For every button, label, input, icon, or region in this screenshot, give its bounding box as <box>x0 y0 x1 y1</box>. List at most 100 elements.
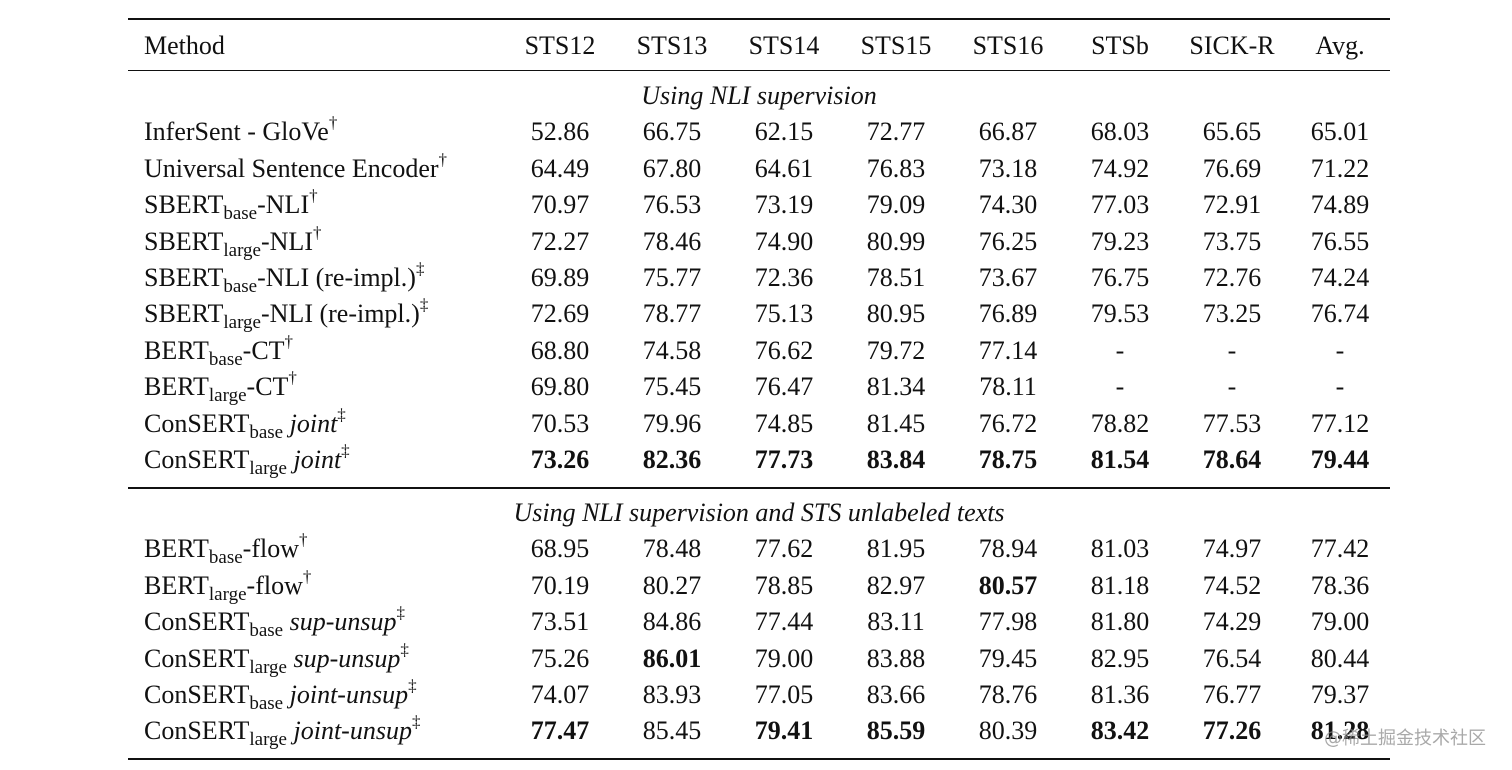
method-name: BERT <box>144 570 209 600</box>
score-cell: 76.47 <box>754 372 814 402</box>
column-header-sts12: STS12 <box>524 31 596 60</box>
score-cell: - <box>1227 335 1237 365</box>
score-cell: 77.62 <box>754 534 814 564</box>
score-cell: 80.95 <box>866 299 926 329</box>
model-size-subscript: base <box>249 421 284 443</box>
score-cell: 74.07 <box>530 680 590 709</box>
score-cell: 73.26 <box>530 445 590 474</box>
score-cell: 75.45 <box>642 372 702 402</box>
score-cell: 74.92 <box>1090 153 1150 183</box>
score-cell: 86.01 <box>642 643 702 673</box>
score-cell: 78.51 <box>866 263 926 292</box>
table-row: SBERTlarge-NLI (re-impl.)‡ 72.69 78.77 75.1… <box>128 296 1390 332</box>
score-cell: - <box>1335 335 1345 365</box>
column-header-sts15: STS15 <box>860 31 932 60</box>
method-name: SBERT <box>144 299 224 329</box>
method-name-cell: SBERTbase-NLI (re-impl.)‡ <box>144 260 424 296</box>
method-name-cell: ConSERTbase joint-unsup‡ <box>144 677 417 713</box>
score-cell: 68.03 <box>1090 117 1150 147</box>
method-name-cell: ConSERTlarge joint-unsup‡ <box>144 713 420 749</box>
score-cell: 76.55 <box>1310 226 1370 256</box>
score-cell: 76.83 <box>866 153 926 183</box>
method-suffix: -CT <box>242 335 285 365</box>
method-name-cell: ConSERTlarge joint‡ <box>144 442 350 478</box>
score-cell: 79.09 <box>866 190 926 220</box>
score-cell: 80.99 <box>866 226 926 256</box>
model-size-subscript: base <box>249 693 284 714</box>
table-row: InferSent - GloVe† 52.86 66.75 62.15 72.77 66… <box>128 114 1390 150</box>
score-cell: 80.44 <box>1310 643 1370 673</box>
score-cell: 78.77 <box>642 299 702 329</box>
score-cell: 72.27 <box>530 226 590 256</box>
score-cell: 79.37 <box>1310 680 1370 709</box>
score-cell: 73.25 <box>1202 299 1262 329</box>
citation-mark: † <box>312 222 322 242</box>
score-cell: 72.76 <box>1202 263 1262 292</box>
method-name-cell: SBERTlarge-NLI† <box>144 224 321 260</box>
score-cell: 78.75 <box>978 445 1038 474</box>
score-cell: 66.87 <box>978 117 1038 147</box>
model-size-subscript: large <box>208 385 247 407</box>
score-cell: 80.39 <box>978 716 1038 746</box>
score-cell: 81.34 <box>866 372 926 402</box>
method-name-cell: BERTbase-CT† <box>144 333 293 369</box>
score-cell: 65.65 <box>1202 117 1262 147</box>
column-header-method: Method <box>144 31 225 60</box>
score-cell: 81.36 <box>1090 680 1150 709</box>
score-cell: 83.66 <box>866 680 926 709</box>
method-suffix: -NLI <box>261 226 313 256</box>
table-row: ConSERTlarge joint-unsup‡ 77.47 85.45 79.41… <box>128 713 1390 749</box>
score-cell: 77.98 <box>978 607 1038 637</box>
model-size-subscript: base <box>208 547 243 569</box>
method-name-cell: BERTbase-flow† <box>144 531 307 567</box>
citation-mark: † <box>309 186 318 206</box>
score-cell: 81.18 <box>1090 570 1150 600</box>
method-name: BERT <box>144 534 209 564</box>
method-name: BERT <box>144 372 209 402</box>
score-cell: 77.44 <box>754 607 814 637</box>
citation-mark: † <box>284 331 294 351</box>
score-cell: 82.97 <box>866 570 926 600</box>
score-cell: 74.30 <box>978 190 1038 220</box>
score-cell: 74.97 <box>1202 534 1262 564</box>
citation-mark: ‡ <box>341 441 350 460</box>
method-name-cell: ConSERTlarge sup-unsup‡ <box>144 641 409 677</box>
method-name: ConSERT <box>144 408 250 438</box>
score-cell: 79.53 <box>1090 299 1150 329</box>
score-cell: 81.80 <box>1090 607 1150 637</box>
score-cell: 76.62 <box>754 335 814 365</box>
table-header-row: Method STS12 STS13 STS14 STS15 STS16 STS… <box>128 28 1390 64</box>
score-cell: 77.73 <box>754 445 814 474</box>
score-cell: 70.53 <box>530 408 590 438</box>
score-cell: 77.12 <box>1310 408 1370 438</box>
score-cell: 74.52 <box>1202 570 1262 600</box>
score-cell: 76.89 <box>978 299 1038 329</box>
method-name: BERT <box>144 335 209 365</box>
score-cell: 77.53 <box>1202 408 1262 438</box>
score-cell: 81.03 <box>1090 534 1150 564</box>
score-cell: - <box>1115 372 1125 402</box>
method-suffix: -NLI (re-impl.) <box>261 299 420 329</box>
score-cell: 78.36 <box>1310 570 1370 600</box>
model-size-subscript: base <box>223 203 258 225</box>
score-cell: 73.19 <box>754 190 814 220</box>
watermark-text: @稀土掘金技术社区 <box>1324 728 1486 749</box>
score-cell: 83.11 <box>867 607 925 637</box>
model-size-subscript: base <box>223 276 258 297</box>
method-name: Universal Sentence Encoder <box>144 153 439 183</box>
score-cell: 69.80 <box>530 372 590 402</box>
method-name: ConSERT <box>144 716 250 746</box>
score-cell: 74.24 <box>1310 263 1370 292</box>
table-row: SBERTbase-NLI (re-impl.)‡ 69.89 75.77 72.36… <box>128 260 1390 296</box>
method-name: SBERT <box>144 190 224 220</box>
method-name: SBERT <box>144 263 224 292</box>
model-size-subscript: large <box>208 583 247 605</box>
score-cell: 76.53 <box>642 190 702 220</box>
citation-mark: † <box>298 530 308 550</box>
table-row: BERTlarge-flow† 70.19 80.27 78.85 82.97 80.57… <box>128 568 1390 604</box>
score-cell: 85.45 <box>642 716 702 746</box>
score-cell: 66.75 <box>642 117 702 147</box>
citation-mark: ‡ <box>419 295 429 315</box>
score-cell: 74.90 <box>754 226 814 256</box>
score-cell: 78.82 <box>1090 408 1150 438</box>
